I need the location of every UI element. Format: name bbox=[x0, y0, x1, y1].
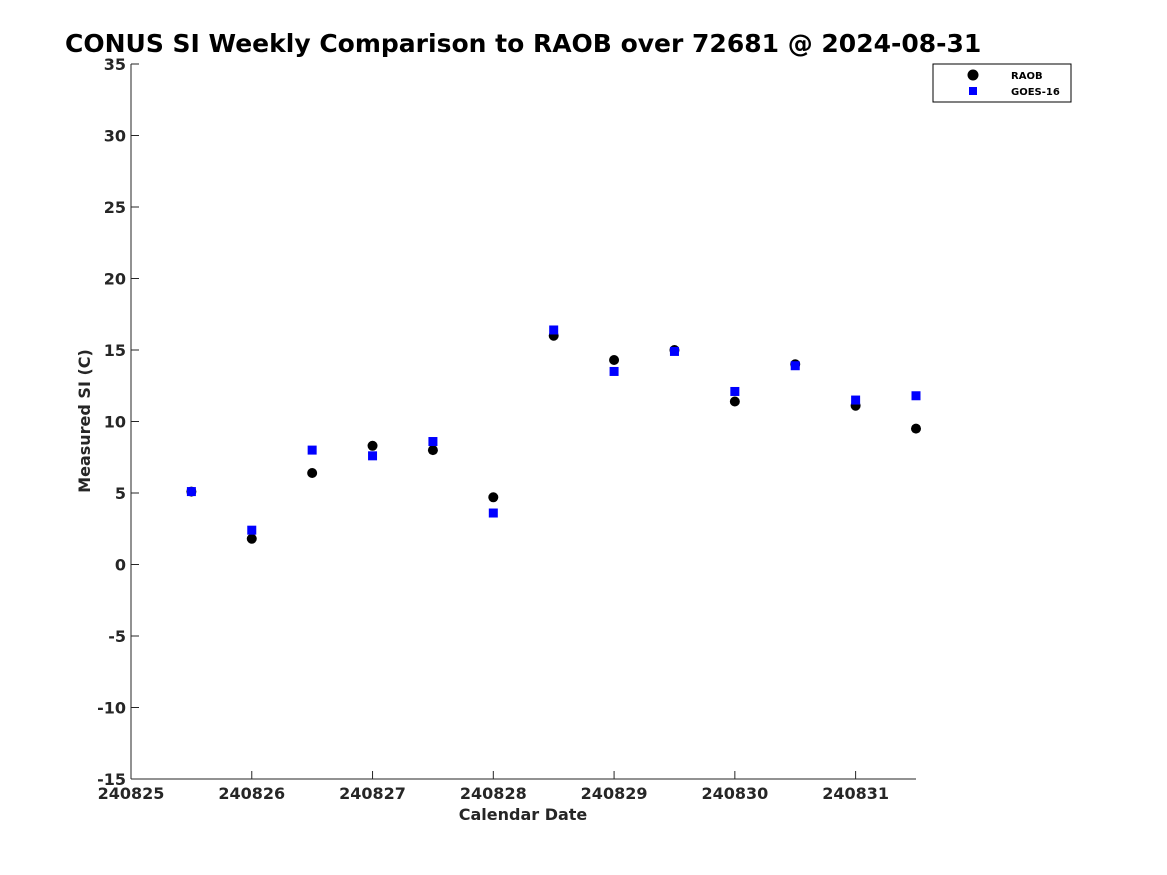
chart-title: CONUS SI Weekly Comparison to RAOB over … bbox=[65, 29, 981, 58]
legend-label-raob: RAOB bbox=[1011, 71, 1043, 82]
x-tick-label: 240828 bbox=[460, 784, 527, 803]
legend-marker-raob bbox=[967, 69, 979, 81]
data-point-raob bbox=[427, 445, 438, 456]
x-tick-label: 240829 bbox=[581, 784, 648, 803]
y-tick-label: 30 bbox=[104, 127, 126, 146]
legend-marker-goes-16 bbox=[969, 87, 977, 95]
data-point-goes-16 bbox=[851, 395, 861, 405]
data-point-goes-16 bbox=[428, 437, 438, 447]
y-tick-label: -15 bbox=[97, 770, 126, 789]
data-point-goes-16 bbox=[911, 391, 921, 401]
data-point-goes-16 bbox=[609, 366, 619, 376]
y-tick-label: -5 bbox=[108, 627, 126, 646]
data-point-goes-16 bbox=[186, 487, 196, 497]
y-tick-label: 20 bbox=[104, 270, 126, 289]
y-tick-label: 15 bbox=[104, 341, 126, 360]
data-point-raob bbox=[488, 492, 499, 503]
plot-area bbox=[130, 64, 916, 780]
data-point-goes-16 bbox=[549, 325, 559, 335]
data-point-goes-16 bbox=[368, 451, 378, 461]
data-point-goes-16 bbox=[307, 445, 317, 455]
data-point-goes-16 bbox=[488, 508, 498, 518]
x-tick-label: 240826 bbox=[218, 784, 285, 803]
data-point-goes-16 bbox=[730, 386, 740, 396]
data-point-goes-16 bbox=[247, 525, 257, 535]
y-tick-label: 10 bbox=[104, 413, 126, 432]
data-point-raob bbox=[729, 396, 740, 407]
data-point-raob bbox=[307, 467, 318, 478]
data-point-goes-16 bbox=[790, 361, 800, 371]
data-markers bbox=[186, 325, 921, 544]
data-point-raob bbox=[367, 440, 378, 451]
x-axis: 240825 240826 240827 240828 240829 240830 2408… bbox=[98, 771, 889, 803]
y-tick-label: 25 bbox=[104, 198, 126, 217]
y-tick-label: 0 bbox=[115, 556, 126, 575]
x-tick-label: 240825 bbox=[98, 784, 165, 803]
y-tick-label: 5 bbox=[115, 484, 126, 503]
x-axis-label: Calendar Date bbox=[459, 805, 588, 824]
y-tick-label: 35 bbox=[104, 55, 126, 74]
x-tick-label: 240830 bbox=[701, 784, 768, 803]
legend-label-goes-16: GOES-16 bbox=[1011, 87, 1060, 98]
legend-box bbox=[932, 63, 1072, 103]
y-axis-label: Measured SI (C) bbox=[75, 349, 94, 493]
y-tick-label: -10 bbox=[97, 699, 126, 718]
legend-items: RAOB GOES-16 bbox=[967, 69, 1060, 98]
data-point-raob bbox=[246, 533, 257, 544]
legend: RAOB GOES-16 bbox=[932, 63, 1072, 103]
data-point-goes-16 bbox=[669, 346, 679, 356]
data-point-raob bbox=[609, 355, 620, 366]
x-tick-label: 240827 bbox=[339, 784, 406, 803]
x-tick-label: 240831 bbox=[822, 784, 889, 803]
data-point-raob bbox=[911, 423, 921, 434]
y-axis: -15 -10 -5 0 5 10 15 20 25 30 35 bbox=[97, 55, 139, 789]
